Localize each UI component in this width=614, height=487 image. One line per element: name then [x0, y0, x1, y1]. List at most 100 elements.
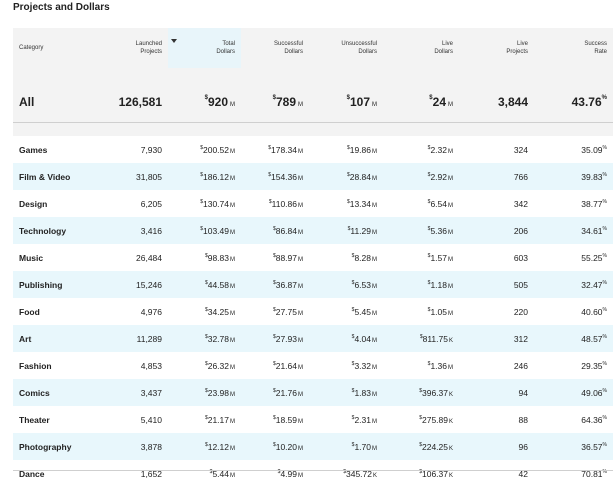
row-launched-projects: 31,805	[136, 171, 162, 182]
table-row[interactable]: Dance 1,652 $5.44M $4.99M $345.72K $106.37K 42…	[13, 460, 613, 487]
table-row[interactable]: Art 11,289 $32.78M $27.93M $4.04M $811.75K 312…	[13, 325, 613, 352]
projects-table-container: Category Launched Projects Total Dollars…	[13, 28, 613, 487]
row-successful-dollars: $21.64M	[272, 360, 303, 371]
row-category[interactable]: Dance	[19, 468, 45, 479]
table-row[interactable]: Comics 3,437 $23.98M $21.76M $1.83M $396.37K 9…	[13, 379, 613, 406]
row-total-dollars: $23.98M	[204, 387, 235, 398]
row-live-projects: 42	[518, 468, 528, 479]
table-row[interactable]: Film & Video 31,805 $186.12M $154.36M $28.84…	[13, 163, 613, 190]
table-bottom-divider	[13, 470, 613, 471]
column-header-line2: Dollars	[216, 49, 235, 55]
row-success-rate: 38.77%	[581, 198, 607, 209]
row-launched-projects: 3,878	[140, 441, 162, 452]
row-live-projects: 88	[518, 414, 528, 425]
row-success-rate: 29.35%	[581, 360, 607, 371]
row-total-dollars: $21.17M	[204, 414, 235, 425]
row-unsuccessful-dollars: $5.45M	[351, 306, 377, 317]
row-live-projects: 312	[513, 333, 528, 344]
row-live-dollars: $1.18M	[427, 279, 453, 290]
table-header-row: Category Launched Projects Total Dollars…	[13, 28, 613, 68]
row-total-dollars: $44.58M	[204, 279, 235, 290]
column-header-launched-projects[interactable]: Launched Projects	[91, 28, 168, 68]
row-category[interactable]: Technology	[19, 225, 67, 236]
summary-live-projects: 3,844	[497, 94, 528, 109]
column-header-line2: Projects	[506, 49, 528, 55]
table-row[interactable]: Fashion 4,853 $26.32M $21.64M $3.32M $1.36M 24…	[13, 352, 613, 379]
summary-unsuccessful-dollars: $107 M	[346, 94, 377, 109]
summary-successful-dollars: $789 M	[272, 94, 303, 109]
row-total-dollars: $5.44M	[209, 468, 235, 479]
row-unsuccessful-dollars: $28.84M	[346, 171, 377, 182]
column-header-total-dollars[interactable]: Total Dollars	[168, 28, 241, 68]
column-header-line2: Dollars	[358, 49, 377, 55]
row-successful-dollars: $27.75M	[272, 306, 303, 317]
row-total-dollars: $200.52M	[200, 144, 235, 155]
table-row[interactable]: Music 26,484 $98.83M $88.97M $8.28M $1.57M 603…	[13, 244, 613, 271]
row-unsuccessful-dollars: $3.32M	[351, 360, 377, 371]
row-category[interactable]: Theater	[19, 414, 50, 425]
row-launched-projects: 11,289	[136, 333, 162, 344]
table-row[interactable]: Theater 5,410 $21.17M $18.59M $2.31M $275.89K…	[13, 406, 613, 433]
row-launched-projects: 5,410	[140, 414, 162, 425]
table-row[interactable]: Publishing 15,246 $44.58M $36.87M $6.53M $1.1…	[13, 271, 613, 298]
row-unsuccessful-dollars: $19.86M	[346, 144, 377, 155]
column-header-line1: Total	[222, 41, 235, 47]
row-unsuccessful-dollars: $8.28M	[351, 252, 377, 263]
row-category[interactable]: Photography	[19, 441, 72, 452]
column-header-line1: Launched	[135, 41, 162, 47]
row-live-dollars: $5.36M	[427, 225, 453, 236]
table-row[interactable]: Photography 3,878 $12.12M $10.20M $1.70M $224…	[13, 433, 613, 460]
row-live-dollars: $2.32M	[427, 144, 453, 155]
row-successful-dollars: $154.36M	[268, 171, 303, 182]
column-header-category[interactable]: Category	[13, 28, 91, 68]
row-successful-dollars: $10.20M	[272, 441, 303, 452]
row-category[interactable]: Fashion	[19, 360, 52, 371]
row-category[interactable]: Film & Video	[19, 171, 71, 182]
summary-row-all[interactable]: All 126,581 $920 M $789 M $107 M $24 M 3,844…	[13, 82, 613, 122]
row-category[interactable]: Music	[19, 252, 44, 263]
row-category[interactable]: Publishing	[19, 279, 63, 290]
row-live-dollars: $275.89K	[419, 414, 453, 425]
row-total-dollars: $103.49M	[200, 225, 235, 236]
row-category[interactable]: Food	[19, 306, 40, 317]
column-header-successful-dollars[interactable]: Successful Dollars	[241, 28, 309, 68]
table-row[interactable]: Food 4,976 $34.25M $27.75M $5.45M $1.05M 220 40…	[13, 298, 613, 325]
row-success-rate: 48.57%	[581, 333, 607, 344]
row-total-dollars: $186.12M	[200, 171, 235, 182]
summary-success-rate: 43.76%	[571, 94, 607, 109]
column-header-live-projects[interactable]: Live Projects	[459, 28, 534, 68]
row-success-rate: 49.06%	[581, 387, 607, 398]
row-success-rate: 35.09%	[581, 144, 607, 155]
row-success-rate: 36.57%	[581, 441, 607, 452]
row-category[interactable]: Art	[19, 333, 32, 344]
page-title: Projects and Dollars	[13, 2, 110, 13]
row-live-projects: 766	[513, 171, 528, 182]
row-live-dollars: $396.37K	[419, 387, 453, 398]
row-live-dollars: $1.05M	[427, 306, 453, 317]
row-live-dollars: $106.37K	[419, 468, 453, 479]
row-launched-projects: 7,930	[140, 144, 162, 155]
column-header-live-dollars[interactable]: Live Dollars	[383, 28, 459, 68]
row-live-projects: 206	[513, 225, 528, 236]
table-row[interactable]: Games 7,930 $200.52M $178.34M $19.86M $2.32M 3…	[13, 136, 613, 163]
column-header-line1: Live	[441, 41, 453, 47]
row-live-projects: 94	[518, 387, 528, 398]
row-category[interactable]: Games	[19, 144, 48, 155]
column-header-line1: Category	[19, 45, 44, 51]
row-category[interactable]: Design	[19, 198, 48, 209]
column-header-success-rate[interactable]: Success Rate	[534, 28, 613, 68]
row-success-rate: 32.47%	[581, 279, 607, 290]
table-row[interactable]: Design 6,205 $130.74M $110.86M $13.34M $6.54M…	[13, 190, 613, 217]
row-category[interactable]: Comics	[19, 387, 50, 398]
sort-descending-icon	[171, 39, 177, 43]
table-row[interactable]: Technology 3,416 $103.49M $86.84M $11.29M $5.…	[13, 217, 613, 244]
row-unsuccessful-dollars: $11.29M	[347, 225, 377, 236]
category-rows: Games 7,930 $200.52M $178.34M $19.86M $2.32M 3…	[13, 136, 613, 487]
column-header-line1: Success	[584, 41, 607, 47]
column-header-line2: Dollars	[434, 49, 453, 55]
summary-category: All	[19, 94, 35, 109]
row-success-rate: 55.25%	[581, 252, 607, 263]
column-header-unsuccessful-dollars[interactable]: Unsuccessful Dollars	[309, 28, 383, 68]
row-unsuccessful-dollars: $4.04M	[351, 333, 377, 344]
row-unsuccessful-dollars: $13.34M	[346, 198, 377, 209]
